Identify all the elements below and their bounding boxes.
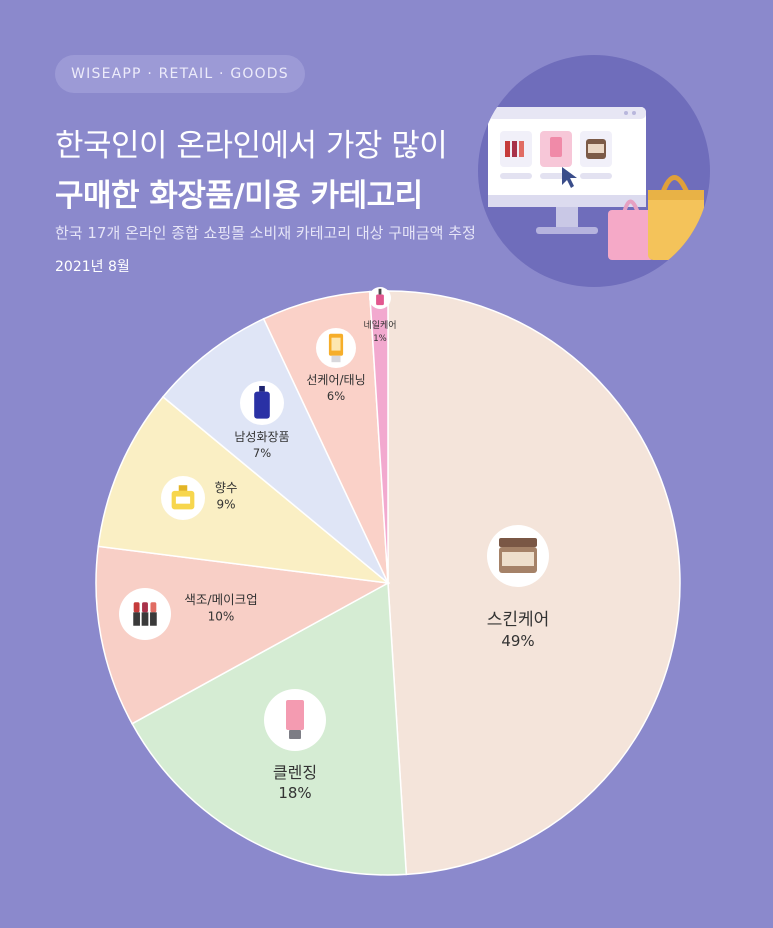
slice-value-label: 7%	[253, 446, 271, 460]
slice-value-label: 10%	[208, 610, 235, 624]
shopping-illustration	[478, 55, 710, 287]
lipstick-icon	[119, 588, 171, 640]
slice-value-label: 49%	[501, 632, 534, 650]
slice-label: 스킨케어	[487, 610, 550, 630]
mens-bottle-icon	[240, 381, 284, 425]
nail-polish-icon	[369, 287, 391, 309]
slice-value-label: 6%	[327, 389, 345, 403]
slice-value-label: 18%	[278, 784, 311, 802]
slice-label: 클렌징	[273, 763, 317, 782]
pink-bag-icon	[608, 210, 654, 260]
slice-label-group-3: 향수 9%	[161, 476, 238, 520]
pie-slice-3	[97, 395, 391, 585]
slice-label-group-4: 남성화장품 7%	[234, 381, 290, 460]
perfume-icon	[161, 476, 205, 520]
sunscreen-icon	[316, 328, 356, 368]
slice-value-label: 9%	[216, 498, 235, 512]
slice-label-group-0: 스킨케어 49%	[487, 525, 550, 650]
cleansing-tube-icon	[264, 689, 326, 751]
slice-label: 네일케어	[363, 320, 396, 331]
slice-value-label: 1%	[373, 334, 387, 344]
source-badge: WISEAPP · RETAIL · GOODS	[55, 55, 305, 93]
subtitle: 한국 17개 온라인 종합 쇼핑몰 소비재 카테고리 대상 구매금액 추정	[55, 224, 476, 242]
pie-slice-2	[95, 545, 391, 725]
slice-label-group-5: 선케어/태닝 6%	[306, 328, 366, 403]
slice-label: 선케어/태닝	[306, 373, 365, 387]
slice-label: 향수	[214, 480, 237, 495]
title-line-2: 구매한 화장품/미용 카테고리	[55, 178, 423, 214]
slice-label-group-6: 네일케어 1%	[363, 287, 397, 344]
cursor-icon	[562, 167, 577, 188]
title-line-1: 한국인이 온라인에서 가장 많이	[55, 128, 448, 164]
pie-slice-4	[161, 317, 389, 584]
slice-label: 남성화장품	[234, 430, 289, 444]
slice-label-group-2: 색조/메이크업 10%	[119, 588, 258, 640]
pie-slice-0	[387, 290, 681, 876]
date-label: 2021년 8월	[55, 259, 130, 275]
skincare-jar-icon	[487, 525, 549, 587]
slice-label: 색조/메이크업	[184, 592, 257, 607]
slice-label-group-1: 클렌징 18%	[264, 689, 326, 802]
